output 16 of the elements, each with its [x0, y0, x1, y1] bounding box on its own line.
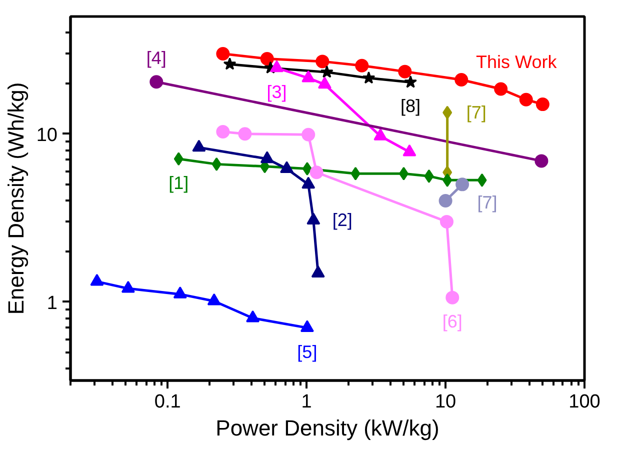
annotation: [2]: [332, 210, 352, 230]
annotation: [7]: [477, 192, 498, 212]
annotation: [3]: [266, 82, 287, 102]
annotation: This Work: [476, 52, 558, 72]
x-tick-label: 1: [301, 392, 312, 412]
y-axis-title: Energy Density (Wh/kg): [3, 82, 28, 315]
x-axis-title: Power Density (kW/kg): [216, 416, 440, 440]
x-tick-label: 10: [434, 392, 456, 412]
x-tick-label: 0.1: [154, 392, 181, 412]
annotation: [5]: [297, 342, 318, 362]
annotation: [1]: [168, 172, 189, 193]
x-tick-label: 100: [568, 392, 600, 412]
annotation: [6]: [442, 312, 462, 332]
annotation: [7]: [466, 102, 486, 123]
annotation: [8]: [400, 96, 421, 116]
annotation: [4]: [146, 48, 166, 68]
